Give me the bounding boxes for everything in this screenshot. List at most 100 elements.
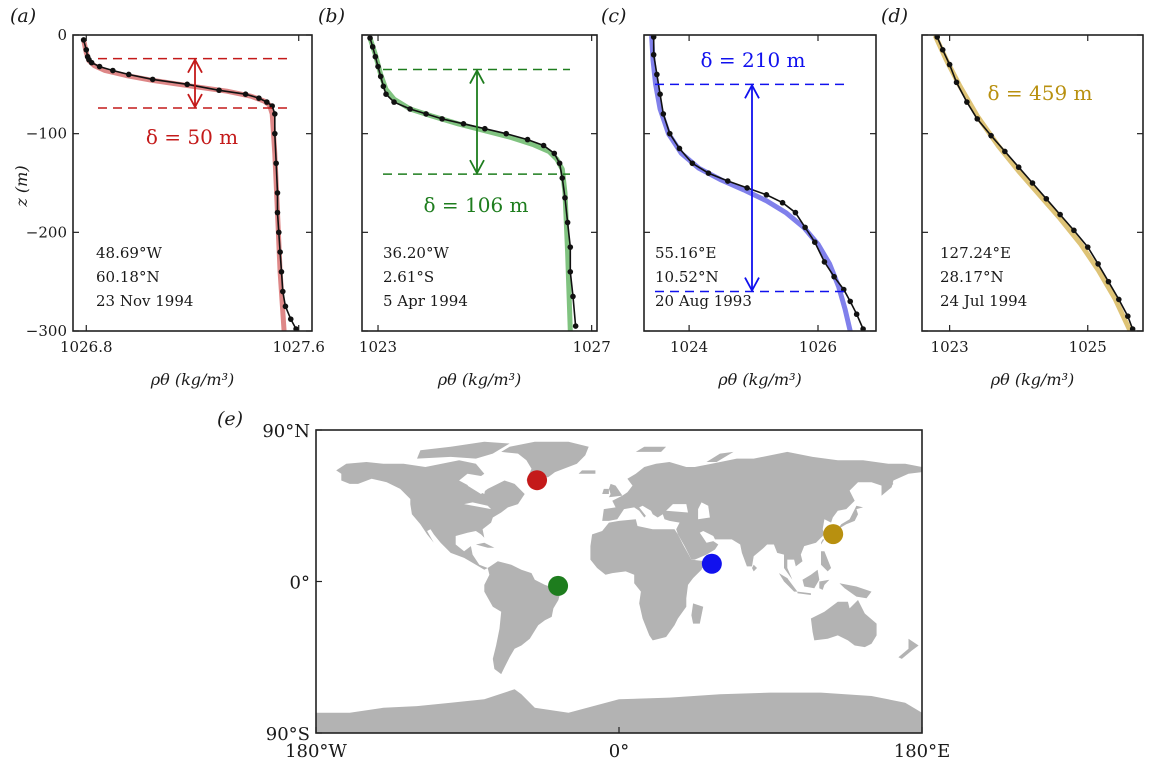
observation-point-d <box>1071 227 1077 234</box>
axes-box-c <box>643 34 877 332</box>
water-body <box>666 504 688 513</box>
land-australia <box>810 600 877 648</box>
land-iceland <box>578 470 596 474</box>
panel-letter-a: (a) <box>10 5 36 27</box>
observation-point-d <box>1015 164 1022 171</box>
observation-point-d <box>1002 148 1008 155</box>
observation-point-a <box>274 209 281 216</box>
observation-point-c <box>650 51 657 58</box>
x-tick-label-d: 1025 <box>1069 338 1107 356</box>
profile-location-marker-b <box>548 575 569 596</box>
observation-point-b <box>391 99 397 105</box>
profile-location-a: 60.18°N <box>96 268 160 286</box>
observation-point-a <box>96 63 103 70</box>
land-greenland <box>501 441 589 481</box>
observation-point-a <box>273 160 279 167</box>
land-taiwan <box>821 539 825 545</box>
profile-location-b: 5 Apr 1994 <box>383 292 468 310</box>
observation-point-d <box>974 116 981 122</box>
land-new-guinea <box>839 583 872 599</box>
observation-point-d <box>946 61 953 68</box>
land-arctic-islands <box>417 441 510 459</box>
profile-panel-a: δ = 50 m 48.69°W 60.18°N 23 Nov 1994 0 −100 −2… <box>10 5 325 389</box>
observation-point-c <box>676 145 683 152</box>
water-body <box>459 473 488 494</box>
observation-point-a <box>274 190 281 196</box>
arrow-head-up-c <box>744 83 760 99</box>
observation-point-a <box>83 47 90 53</box>
observation-point-a <box>216 87 222 94</box>
observation-point-c <box>792 209 799 216</box>
observation-point-b <box>524 136 531 143</box>
observation-point-b <box>383 91 389 97</box>
land-japan <box>837 505 864 530</box>
observation-point-a <box>184 81 190 88</box>
land-svalbard <box>635 446 667 452</box>
observation-point-b <box>423 111 429 117</box>
x-axis-label-a: ρθ (kg/m³) <box>150 370 235 389</box>
land-kamchatka <box>881 478 894 496</box>
arrow-head-down-a <box>187 93 203 109</box>
observation-point-b <box>556 160 563 167</box>
land-sumatra <box>778 573 798 592</box>
map-lat-label: 0° <box>290 573 310 594</box>
profile-location-c: 55.16°E <box>655 244 716 262</box>
thickness-label-b: δ = 106 m <box>423 193 528 217</box>
observation-point-a <box>242 91 249 97</box>
observation-point-d <box>1084 244 1091 250</box>
observation-point-b <box>482 125 488 132</box>
observation-point-a <box>149 76 156 83</box>
arrow-head-up-b <box>469 68 485 84</box>
map-lon-label: 180°E <box>894 741 951 762</box>
water-body <box>698 502 710 520</box>
land-europe-asia <box>602 451 922 580</box>
observation-point-c <box>650 35 657 40</box>
observation-point-a <box>287 316 294 322</box>
observation-point-c <box>763 192 770 198</box>
panel-letter-b: (b) <box>318 5 345 27</box>
observation-point-b <box>503 130 510 137</box>
land-new-zealand <box>898 638 919 659</box>
observation-point-a <box>277 249 283 255</box>
observation-point-d <box>1057 211 1063 218</box>
observation-point-a <box>80 37 87 43</box>
profile-panel-c: δ = 210 m 55.16°E 10.52°N 20 Aug 1993 1024 10… <box>601 5 877 389</box>
observation-point-d <box>1129 326 1136 331</box>
observation-point-a <box>282 303 289 310</box>
land-philippines <box>821 551 832 572</box>
observation-point-c <box>654 71 660 78</box>
profile-location-c: 10.52°N <box>655 268 719 286</box>
y-tick-label: 0 <box>57 26 67 44</box>
thickness-label-d: δ = 459 m <box>987 81 1092 105</box>
x-axis-label-b: ρθ (kg/m³) <box>437 370 522 389</box>
land-north-america <box>336 460 525 570</box>
profile-location-a: 48.69°W <box>96 244 162 262</box>
observation-point-a <box>279 288 286 295</box>
land-south-america <box>484 561 561 675</box>
observation-point-b <box>567 244 574 250</box>
observation-point-b <box>570 293 576 300</box>
land-arabian-detail <box>679 519 700 531</box>
profile-location-marker-d <box>823 524 844 545</box>
observation-point-a <box>256 95 262 101</box>
observation-point-c <box>689 160 696 167</box>
axes-box-d <box>921 34 1144 332</box>
profile-panel-b: δ = 106 m 36.20°W 2.61°S 5 Apr 1994 1023 1027… <box>318 5 611 389</box>
map-lon-label: 180°W <box>285 741 347 762</box>
observation-point-d <box>1029 180 1036 186</box>
observation-point-b <box>551 150 558 157</box>
arrow-head-down-c <box>744 277 760 293</box>
land-antarctica <box>316 689 922 733</box>
observation-point-d <box>939 47 946 53</box>
x-tick-label-a: 1027.6 <box>272 338 325 356</box>
profile-location-marker-c <box>701 553 722 574</box>
observation-point-c <box>802 224 808 231</box>
observation-point-c <box>853 311 860 318</box>
observation-point-b <box>377 73 384 80</box>
land-borneo <box>802 569 820 589</box>
observation-point-d <box>1105 278 1112 285</box>
x-tick-label-a: 1026.8 <box>60 338 113 356</box>
panel-letter-e: (e) <box>217 408 243 430</box>
panel-letter-d: (d) <box>881 5 908 27</box>
